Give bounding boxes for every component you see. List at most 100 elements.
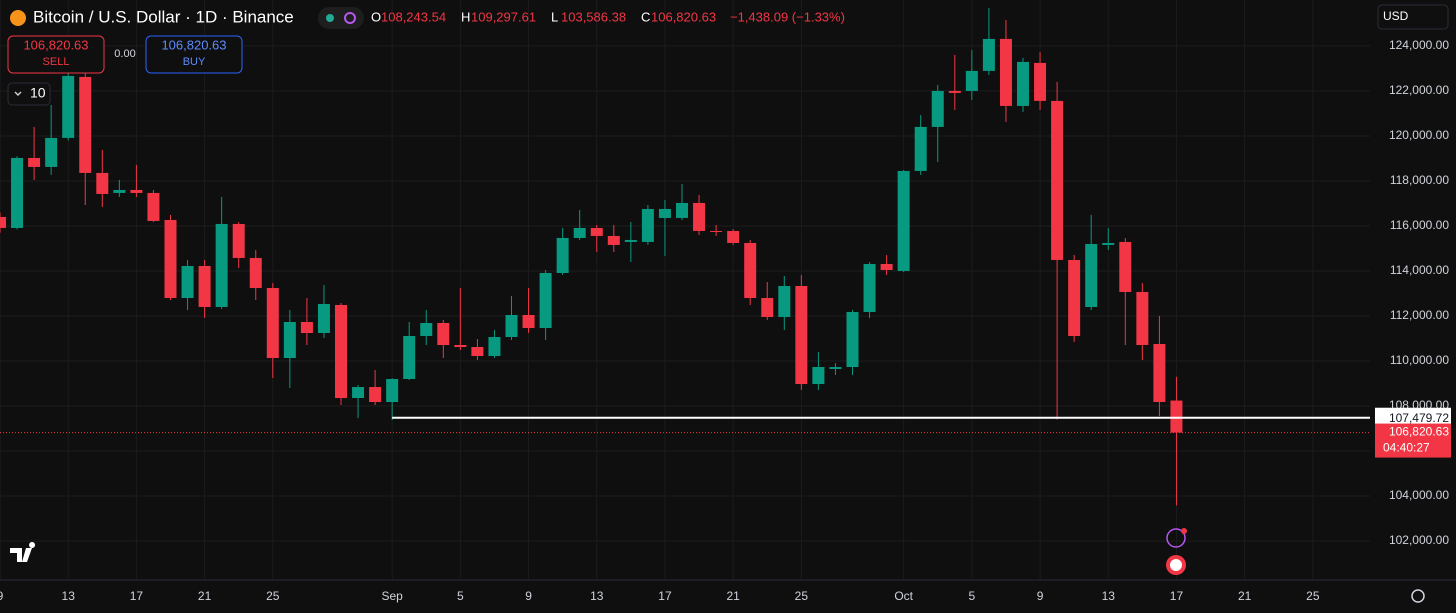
candle-body xyxy=(1034,62,1047,101)
candles xyxy=(0,7,1370,506)
candle-body xyxy=(624,239,637,242)
candle-body xyxy=(727,230,740,243)
buy-button[interactable] xyxy=(145,35,243,74)
ohlc-value: 106,820.63 xyxy=(651,9,716,24)
candle-body xyxy=(846,311,859,368)
candle-body xyxy=(147,192,160,221)
candle-body xyxy=(590,227,603,236)
candle-body xyxy=(778,285,791,317)
x-tick-label: 9 xyxy=(525,589,532,603)
y-tick-label: 122,000.00 xyxy=(1389,83,1449,97)
candle-body xyxy=(11,157,24,228)
candle-body xyxy=(369,387,382,403)
candle-body xyxy=(1068,259,1081,337)
y-tick-label: 124,000.00 xyxy=(1389,38,1449,52)
x-tick-label: 13 xyxy=(62,589,76,603)
sell-label: SELL xyxy=(43,56,70,68)
candle-body xyxy=(232,223,245,258)
candle-body xyxy=(710,230,723,232)
candle-body xyxy=(420,322,433,337)
candle-body xyxy=(676,202,688,218)
candle-body xyxy=(658,208,671,218)
y-tick-label: 112,000.00 xyxy=(1390,308,1449,322)
change: −1,438.09 (−1.33%) xyxy=(730,9,845,24)
candle-body xyxy=(1119,241,1132,292)
spread: 0.00 xyxy=(114,48,135,60)
currency-box[interactable] xyxy=(1377,4,1449,30)
candle-body xyxy=(62,75,75,138)
candle-body xyxy=(761,297,774,317)
overlay: Bitcoin / U.S. Dollar · 1D · Binance 106… xyxy=(7,4,1449,603)
quantity-box[interactable] xyxy=(7,82,51,106)
candle-body xyxy=(198,265,211,307)
buy-label: BUY xyxy=(183,56,206,68)
x-tick-label: 9 xyxy=(0,589,4,603)
candle-body xyxy=(437,322,450,346)
logo xyxy=(10,542,36,562)
market-status xyxy=(326,14,334,22)
ohlc-key: H xyxy=(461,9,470,24)
candle-body xyxy=(965,70,978,91)
symbol-title: Bitcoin / U.S. Dollar · 1D · Binance xyxy=(33,7,294,26)
candle-body xyxy=(556,237,569,273)
candle-body xyxy=(266,287,279,359)
event-dot xyxy=(1181,528,1187,534)
candle-body xyxy=(914,126,927,171)
x-tick-label: 21 xyxy=(1238,589,1252,603)
x-tick-label: 13 xyxy=(1102,589,1116,603)
candle-body xyxy=(573,227,586,238)
settings-icon[interactable] xyxy=(1411,589,1425,603)
x-tick-label: 17 xyxy=(658,589,672,603)
y-tick-label: 118,000.00 xyxy=(1390,173,1449,187)
candle-body xyxy=(897,170,910,271)
ohlc-key: C xyxy=(641,9,650,24)
candle-body xyxy=(386,379,399,403)
candle-body xyxy=(1085,243,1098,307)
candle-body xyxy=(829,367,842,370)
buy-price: 106,820.63 xyxy=(161,37,226,52)
candle-body xyxy=(113,189,126,193)
x-tick-label: Oct xyxy=(894,589,913,603)
candle-body xyxy=(215,223,228,307)
candle-body xyxy=(283,322,296,359)
candle-body xyxy=(1170,400,1183,433)
x-tick-label: 5 xyxy=(969,589,976,603)
last-price-box xyxy=(1375,423,1451,458)
indicator-icon xyxy=(344,12,356,24)
ohlc-key: L xyxy=(551,9,558,24)
candle-body xyxy=(931,90,944,127)
x-tick-label: Sep xyxy=(381,589,403,603)
candle-body xyxy=(300,322,313,334)
sell-button[interactable] xyxy=(7,35,105,74)
candle-body xyxy=(539,272,552,328)
price-axis xyxy=(1370,0,1456,613)
candle-body xyxy=(28,157,41,167)
candle-body xyxy=(79,76,92,173)
x-tick-label: 21 xyxy=(198,589,212,603)
candle-body xyxy=(352,387,365,399)
y-tick-label: 102,000.00 xyxy=(1389,533,1449,547)
candle-body xyxy=(812,367,825,385)
x-tick-label: 21 xyxy=(726,589,740,603)
candle-body xyxy=(1102,242,1115,245)
candle-body xyxy=(454,345,467,348)
last-price-label: 106,820.63 xyxy=(1389,425,1449,439)
event-icon[interactable] xyxy=(1166,528,1186,548)
candle-body xyxy=(317,303,330,334)
candle-body xyxy=(164,219,177,298)
candle-body xyxy=(522,315,535,328)
candle-body xyxy=(488,336,501,357)
candle-body xyxy=(863,263,876,312)
candle-body xyxy=(45,137,58,167)
ohlc-value: 103,586.38 xyxy=(561,9,626,24)
candle-body xyxy=(1153,343,1166,403)
candle-body xyxy=(1017,61,1029,106)
candle-body xyxy=(795,285,808,385)
candle-body xyxy=(641,208,654,242)
x-tick-label: 9 xyxy=(1037,589,1044,603)
candle-body xyxy=(607,235,620,245)
sell-price: 106,820.63 xyxy=(23,37,88,52)
